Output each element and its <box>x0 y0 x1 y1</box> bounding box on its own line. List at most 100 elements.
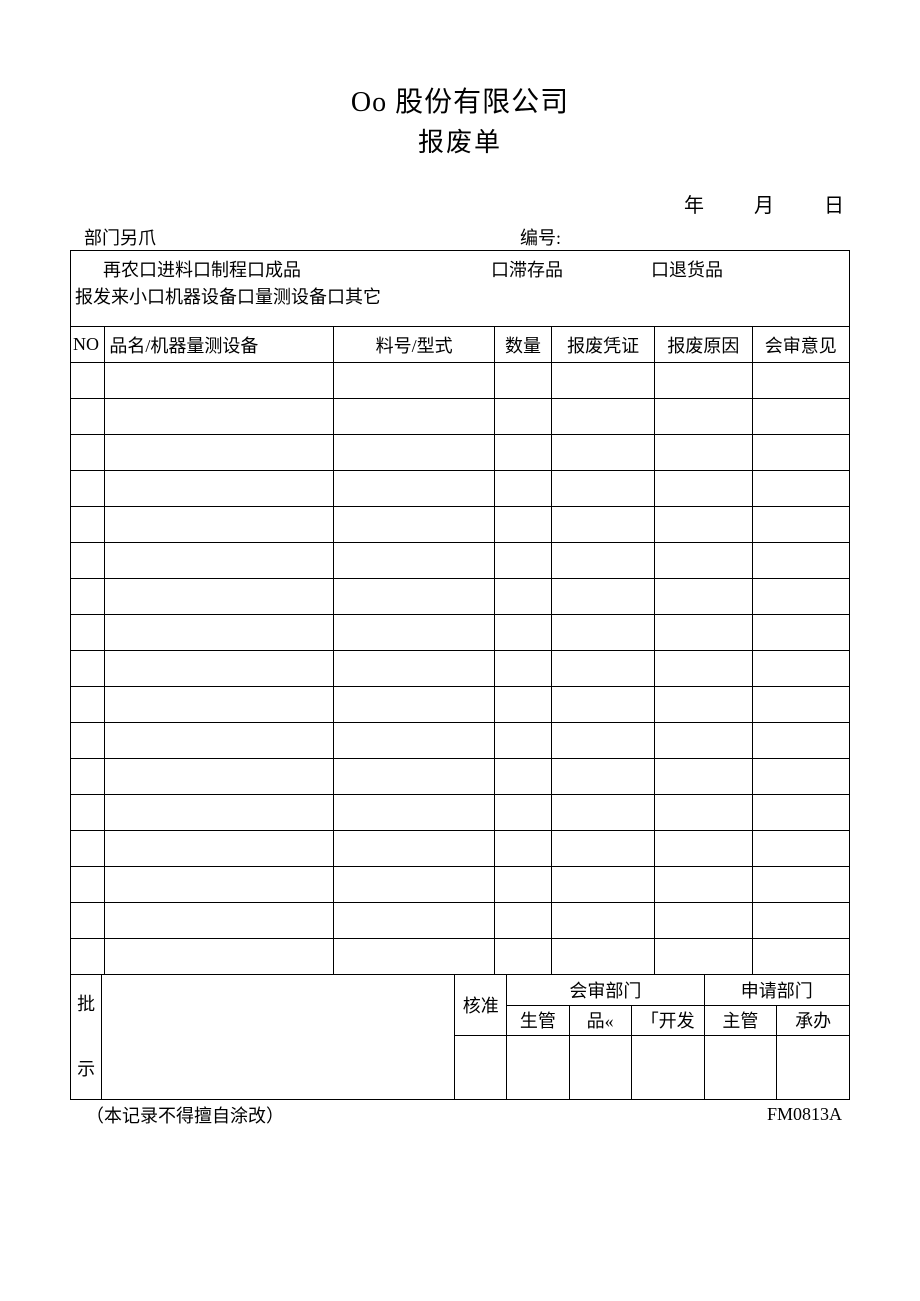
table-cell[interactable] <box>105 615 334 651</box>
table-cell[interactable] <box>752 543 849 579</box>
table-cell[interactable] <box>752 723 849 759</box>
table-cell[interactable] <box>752 939 849 975</box>
table-cell[interactable] <box>655 651 752 687</box>
table-cell[interactable] <box>752 399 849 435</box>
table-cell[interactable] <box>334 435 494 471</box>
shengguan-sign[interactable] <box>507 1035 569 1099</box>
table-cell[interactable] <box>105 471 334 507</box>
table-cell[interactable] <box>105 435 334 471</box>
pishi-area[interactable] <box>102 975 455 1099</box>
table-cell[interactable] <box>752 579 849 615</box>
table-cell[interactable] <box>494 651 551 687</box>
table-cell[interactable] <box>494 795 551 831</box>
table-cell[interactable] <box>71 399 105 435</box>
table-cell[interactable] <box>494 507 551 543</box>
table-cell[interactable] <box>334 831 494 867</box>
table-cell[interactable] <box>105 903 334 939</box>
table-cell[interactable] <box>655 543 752 579</box>
table-cell[interactable] <box>334 903 494 939</box>
table-cell[interactable] <box>552 831 655 867</box>
table-cell[interactable] <box>334 651 494 687</box>
hezhun-sign[interactable] <box>455 1035 507 1099</box>
table-cell[interactable] <box>334 759 494 795</box>
table-cell[interactable] <box>105 723 334 759</box>
table-cell[interactable] <box>105 579 334 615</box>
table-cell[interactable] <box>752 795 849 831</box>
table-cell[interactable] <box>71 723 105 759</box>
table-cell[interactable] <box>494 435 551 471</box>
table-cell[interactable] <box>494 471 551 507</box>
zhuguan-sign[interactable] <box>704 1035 777 1099</box>
table-cell[interactable] <box>494 759 551 795</box>
table-cell[interactable] <box>334 363 494 399</box>
table-cell[interactable] <box>334 795 494 831</box>
table-cell[interactable] <box>494 939 551 975</box>
table-cell[interactable] <box>334 543 494 579</box>
table-cell[interactable] <box>71 435 105 471</box>
table-cell[interactable] <box>105 939 334 975</box>
table-cell[interactable] <box>752 471 849 507</box>
table-cell[interactable] <box>655 687 752 723</box>
table-cell[interactable] <box>71 903 105 939</box>
table-cell[interactable] <box>494 543 551 579</box>
table-cell[interactable] <box>552 507 655 543</box>
table-cell[interactable] <box>334 687 494 723</box>
kaifa-sign[interactable] <box>631 1035 704 1099</box>
table-cell[interactable] <box>71 867 105 903</box>
table-cell[interactable] <box>334 867 494 903</box>
table-cell[interactable] <box>71 687 105 723</box>
table-cell[interactable] <box>655 399 752 435</box>
table-cell[interactable] <box>494 399 551 435</box>
table-cell[interactable] <box>655 759 752 795</box>
table-cell[interactable] <box>552 867 655 903</box>
table-cell[interactable] <box>71 651 105 687</box>
table-cell[interactable] <box>552 903 655 939</box>
table-cell[interactable] <box>752 435 849 471</box>
table-cell[interactable] <box>552 543 655 579</box>
table-cell[interactable] <box>334 579 494 615</box>
table-cell[interactable] <box>494 867 551 903</box>
table-cell[interactable] <box>105 867 334 903</box>
table-cell[interactable] <box>334 507 494 543</box>
table-cell[interactable] <box>552 759 655 795</box>
table-cell[interactable] <box>552 939 655 975</box>
table-cell[interactable] <box>655 615 752 651</box>
table-cell[interactable] <box>752 759 849 795</box>
table-cell[interactable] <box>655 435 752 471</box>
table-cell[interactable] <box>494 615 551 651</box>
table-cell[interactable] <box>334 939 494 975</box>
table-cell[interactable] <box>655 903 752 939</box>
table-cell[interactable] <box>655 471 752 507</box>
table-cell[interactable] <box>752 903 849 939</box>
table-cell[interactable] <box>494 363 551 399</box>
table-cell[interactable] <box>494 723 551 759</box>
table-cell[interactable] <box>655 363 752 399</box>
table-cell[interactable] <box>752 507 849 543</box>
table-cell[interactable] <box>71 471 105 507</box>
chengban-sign[interactable] <box>777 1035 850 1099</box>
table-cell[interactable] <box>105 399 334 435</box>
table-cell[interactable] <box>105 507 334 543</box>
table-cell[interactable] <box>105 831 334 867</box>
table-cell[interactable] <box>752 363 849 399</box>
table-cell[interactable] <box>655 795 752 831</box>
table-cell[interactable] <box>655 831 752 867</box>
table-cell[interactable] <box>71 363 105 399</box>
table-cell[interactable] <box>334 471 494 507</box>
table-cell[interactable] <box>655 723 752 759</box>
table-cell[interactable] <box>552 795 655 831</box>
table-cell[interactable] <box>71 507 105 543</box>
table-cell[interactable] <box>655 579 752 615</box>
table-cell[interactable] <box>552 615 655 651</box>
table-cell[interactable] <box>552 579 655 615</box>
table-cell[interactable] <box>71 795 105 831</box>
table-cell[interactable] <box>334 723 494 759</box>
table-cell[interactable] <box>494 579 551 615</box>
table-cell[interactable] <box>752 687 849 723</box>
table-cell[interactable] <box>334 615 494 651</box>
table-cell[interactable] <box>552 471 655 507</box>
table-cell[interactable] <box>71 939 105 975</box>
pin-sign[interactable] <box>569 1035 631 1099</box>
table-cell[interactable] <box>105 795 334 831</box>
table-cell[interactable] <box>71 543 105 579</box>
